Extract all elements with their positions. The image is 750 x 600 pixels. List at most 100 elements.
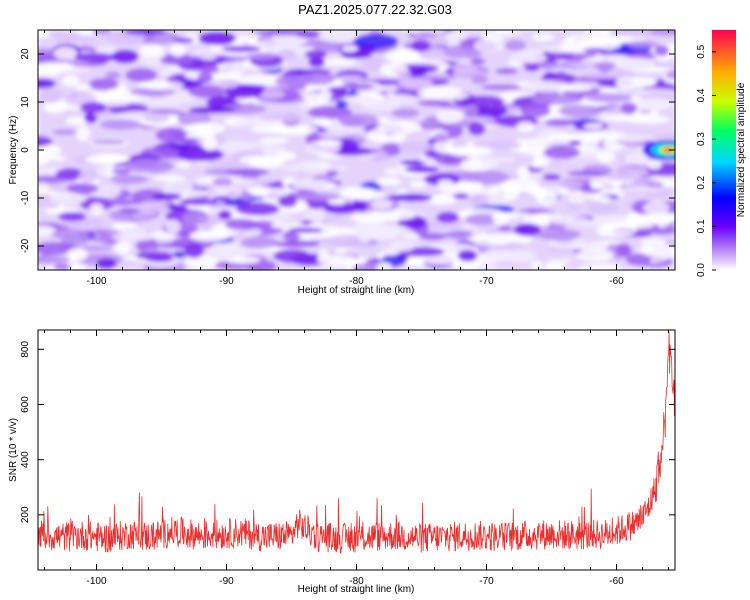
heatmap-cell	[38, 153, 51, 165]
heatmap-cell	[323, 201, 360, 214]
heatmap-cell	[527, 186, 570, 197]
heatmap-cell	[596, 149, 615, 164]
heatmap-cell	[317, 30, 361, 43]
heatmap-cell	[452, 193, 469, 199]
heatmap-cell	[66, 182, 99, 194]
heatmap-cell	[473, 39, 502, 53]
heatmap-cell	[428, 194, 457, 205]
heatmap-cell	[374, 150, 389, 161]
heatmap-cell	[218, 210, 232, 220]
heatmap-cell	[362, 57, 386, 72]
heatmap-cell	[212, 177, 233, 186]
heatmap-cell	[615, 57, 656, 71]
heatmap-cell	[531, 94, 579, 105]
heatmap-cell	[587, 201, 619, 215]
heatmap-cell	[66, 247, 88, 262]
heatmap-cell	[102, 198, 143, 206]
heatmap-cell	[99, 119, 141, 130]
heatmap-cell	[219, 79, 240, 89]
heatmap-cell	[275, 151, 296, 161]
snr-ticks: -100 -90 -80 -70 -60 200 400 600 800	[20, 330, 675, 587]
colorbar-tick-label: 0.5	[696, 44, 707, 58]
colorbar-tick-label: 0.2	[696, 175, 707, 189]
heatmap-cell	[295, 192, 341, 201]
heatmap-cell	[510, 51, 537, 63]
heatmap-cell	[461, 183, 485, 195]
heatmap-cell	[614, 134, 648, 144]
heatmap-cell	[444, 30, 468, 42]
heatmap-cell	[646, 159, 662, 170]
heatmap-cell	[645, 30, 675, 36]
heatmap-cell	[341, 83, 374, 90]
heatmap-cell	[273, 249, 312, 263]
heatmap-cell	[202, 136, 218, 151]
heatmap-cell	[38, 61, 75, 72]
heatmap-cell	[143, 112, 170, 123]
heatmap-cell	[585, 93, 633, 103]
heatmap-cell	[384, 168, 402, 175]
heatmap-cell	[370, 199, 393, 210]
heatmap-cell	[577, 263, 624, 270]
y-tick-label: 800	[20, 341, 31, 358]
heatmap-cell	[341, 44, 359, 53]
heatmap-cell	[460, 95, 505, 107]
heatmap-cell	[176, 148, 224, 162]
heatmap-cell	[389, 240, 415, 253]
heatmap-cell	[620, 102, 638, 114]
heatmap-cell	[602, 114, 649, 122]
snr-series-line	[38, 331, 675, 554]
heatmap-cell	[547, 133, 578, 141]
heatmap-cell	[184, 243, 205, 259]
heatmap-cell	[222, 46, 262, 52]
heatmap-cell	[224, 84, 264, 99]
heatmap-cell	[75, 83, 92, 91]
heatmap-cell	[52, 129, 79, 136]
heatmap-cell	[270, 221, 305, 230]
heatmap-cell	[572, 151, 603, 159]
heatmap-cell	[345, 95, 376, 104]
heatmap-cell	[336, 74, 365, 82]
heatmap-cell	[123, 30, 167, 36]
heatmap-cell	[271, 241, 309, 248]
heatmap-cell	[38, 225, 56, 236]
heatmap-cell	[492, 211, 532, 219]
heatmap-cell	[76, 126, 90, 142]
figure-title: PAZ1.2025.077.22.32.G03	[298, 2, 452, 17]
heatmap-cell	[542, 173, 561, 181]
heatmap-cell	[96, 154, 131, 163]
heatmap-cell	[468, 122, 486, 136]
heatmap-cell	[307, 105, 353, 119]
heatmap-cell	[490, 140, 522, 150]
heatmap-cell	[308, 57, 326, 67]
heatmap-cell	[577, 250, 603, 258]
heatmap-cell	[568, 140, 582, 146]
heatmap-cell	[316, 139, 343, 147]
heatmap-cell	[441, 44, 483, 59]
heatmap-cell	[401, 78, 432, 89]
heatmap-cell	[446, 229, 473, 240]
heatmap-cell	[275, 74, 307, 88]
heatmap-cell	[181, 211, 209, 226]
heatmap-cell	[625, 253, 652, 267]
heatmap-cell	[622, 187, 663, 193]
heatmap-cell	[633, 155, 647, 166]
heatmap-cell	[143, 98, 183, 106]
heatmap-cell	[239, 191, 253, 202]
heatmap-cell	[209, 161, 250, 167]
heatmap-cell	[593, 61, 617, 71]
x-tick-label: -60	[609, 576, 624, 587]
heatmap-cell	[316, 255, 359, 266]
heatmap-cell	[569, 189, 586, 203]
heatmap-cell	[531, 160, 544, 169]
heatmap-cell	[433, 132, 449, 143]
heatmap-cell	[337, 113, 379, 127]
heatmap-cell	[151, 193, 182, 201]
heatmap-cell	[297, 73, 336, 86]
heatmap-cell	[279, 49, 296, 58]
heatmap-cell	[636, 97, 673, 111]
heatmap-cell	[471, 75, 489, 84]
heatmap-cell	[137, 80, 170, 89]
heatmap-cell	[554, 70, 567, 77]
heatmap-cell	[112, 232, 154, 242]
